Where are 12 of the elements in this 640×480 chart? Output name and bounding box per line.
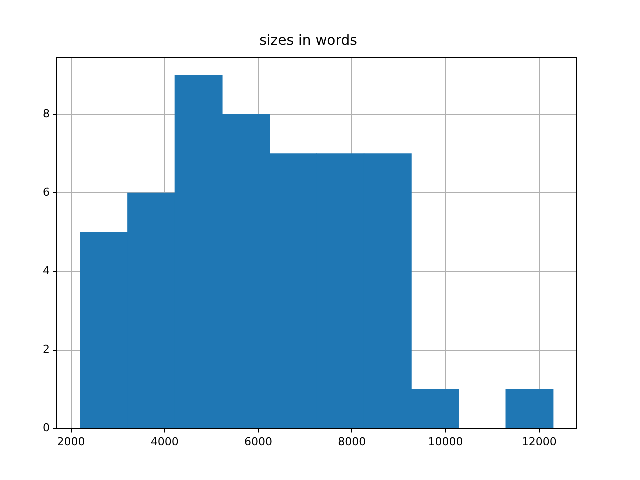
x-tick-label: 6000: [244, 435, 272, 448]
y-tick-label: 0: [43, 422, 50, 435]
x-tick-label: 2000: [57, 435, 86, 448]
y-tick-label: 8: [43, 108, 50, 121]
chart-title: sizes in words: [260, 33, 358, 50]
y-tick-label: 2: [43, 343, 50, 356]
x-tick-label: 8000: [338, 435, 366, 448]
x-tick-label: 4000: [150, 435, 179, 448]
x-tick-label: 12000: [522, 435, 557, 448]
y-tick-label: 4: [43, 264, 50, 278]
x-tick-label: 10000: [428, 435, 464, 448]
y-tick-label: 6: [43, 186, 50, 200]
